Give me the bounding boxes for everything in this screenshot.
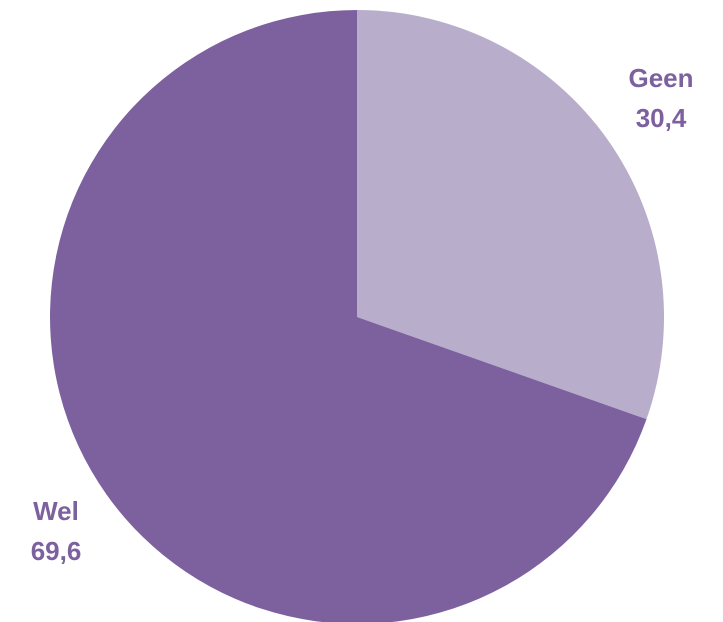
slice-value-wel: 69,6	[31, 536, 82, 566]
pie-slices	[50, 10, 665, 622]
pie-labels: Geen 30,4 Wel 69,6	[31, 63, 694, 566]
slice-label-geen: Geen	[628, 63, 693, 93]
pie-slice-wel	[50, 10, 647, 622]
slice-value-geen: 30,4	[636, 103, 687, 133]
pie-slice-geen	[357, 10, 665, 420]
slice-label-wel: Wel	[33, 496, 79, 526]
